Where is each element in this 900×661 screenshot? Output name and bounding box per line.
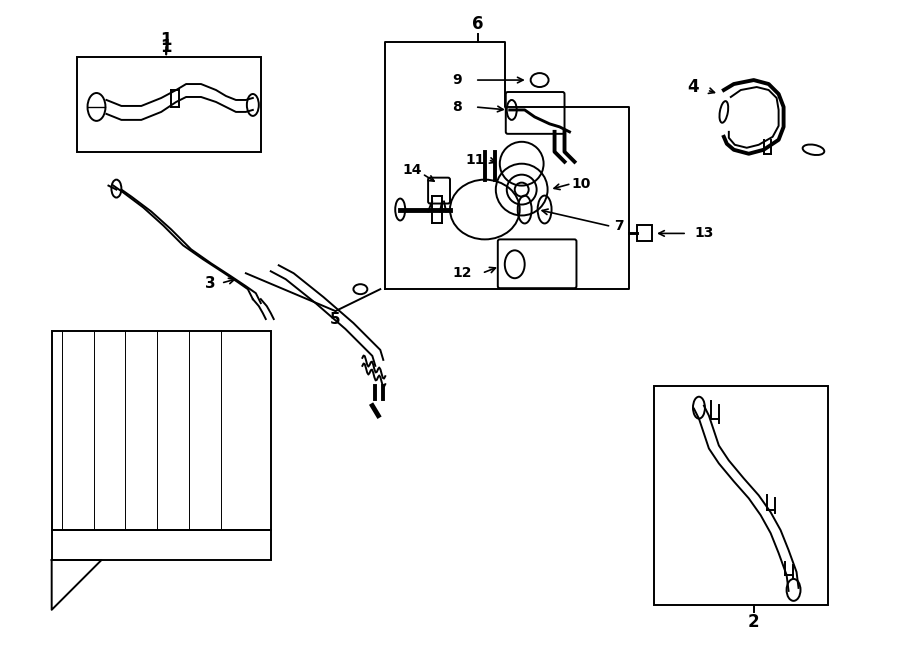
Text: 11: 11 xyxy=(465,153,485,167)
Text: 8: 8 xyxy=(452,100,462,114)
Text: 10: 10 xyxy=(572,176,591,190)
Text: 12: 12 xyxy=(453,266,472,280)
Text: 7: 7 xyxy=(615,219,624,233)
Text: 3: 3 xyxy=(205,276,216,291)
Bar xyxy=(51,331,271,530)
Text: 5: 5 xyxy=(330,311,341,327)
Text: 1: 1 xyxy=(160,31,172,49)
Bar xyxy=(51,530,271,560)
Bar xyxy=(654,386,828,605)
Text: 2: 2 xyxy=(748,613,760,631)
Text: 14: 14 xyxy=(402,163,422,176)
Text: 6: 6 xyxy=(472,15,483,33)
Text: 9: 9 xyxy=(453,73,462,87)
Text: 4: 4 xyxy=(688,78,699,96)
Text: 13: 13 xyxy=(694,227,714,241)
Bar xyxy=(637,225,652,241)
Text: 1: 1 xyxy=(160,38,172,56)
Bar xyxy=(76,57,261,152)
